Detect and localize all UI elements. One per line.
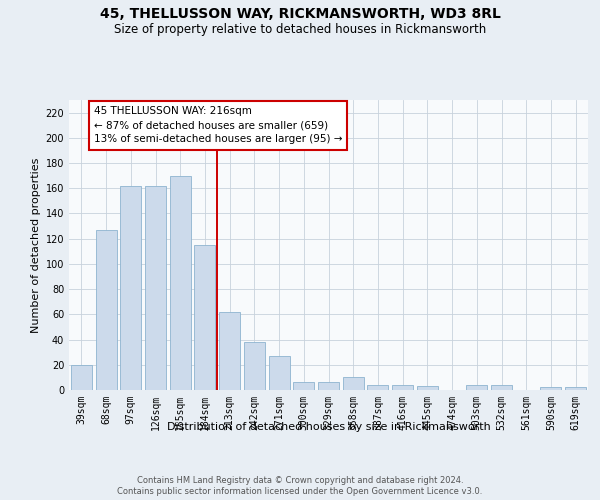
Bar bbox=[71, 365, 92, 390]
Bar bbox=[170, 176, 191, 390]
Text: 45 THELLUSSON WAY: 216sqm
← 87% of detached houses are smaller (659)
13% of semi: 45 THELLUSSON WAY: 216sqm ← 87% of detac… bbox=[94, 106, 342, 144]
Bar bbox=[565, 388, 586, 390]
Bar bbox=[219, 312, 240, 390]
Bar bbox=[120, 186, 141, 390]
Bar bbox=[466, 385, 487, 390]
Text: Size of property relative to detached houses in Rickmansworth: Size of property relative to detached ho… bbox=[114, 22, 486, 36]
Bar bbox=[145, 186, 166, 390]
Bar bbox=[343, 378, 364, 390]
Bar bbox=[194, 245, 215, 390]
Text: Contains public sector information licensed under the Open Government Licence v3: Contains public sector information licen… bbox=[118, 488, 482, 496]
Bar bbox=[367, 385, 388, 390]
Bar bbox=[269, 356, 290, 390]
Bar bbox=[293, 382, 314, 390]
Bar bbox=[318, 382, 339, 390]
Text: Distribution of detached houses by size in Rickmansworth: Distribution of detached houses by size … bbox=[167, 422, 491, 432]
Bar bbox=[392, 385, 413, 390]
Bar bbox=[491, 385, 512, 390]
Bar bbox=[541, 388, 562, 390]
Y-axis label: Number of detached properties: Number of detached properties bbox=[31, 158, 41, 332]
Text: 45, THELLUSSON WAY, RICKMANSWORTH, WD3 8RL: 45, THELLUSSON WAY, RICKMANSWORTH, WD3 8… bbox=[100, 8, 500, 22]
Bar bbox=[417, 386, 438, 390]
Text: Contains HM Land Registry data © Crown copyright and database right 2024.: Contains HM Land Registry data © Crown c… bbox=[137, 476, 463, 485]
Bar bbox=[95, 230, 116, 390]
Bar bbox=[244, 342, 265, 390]
